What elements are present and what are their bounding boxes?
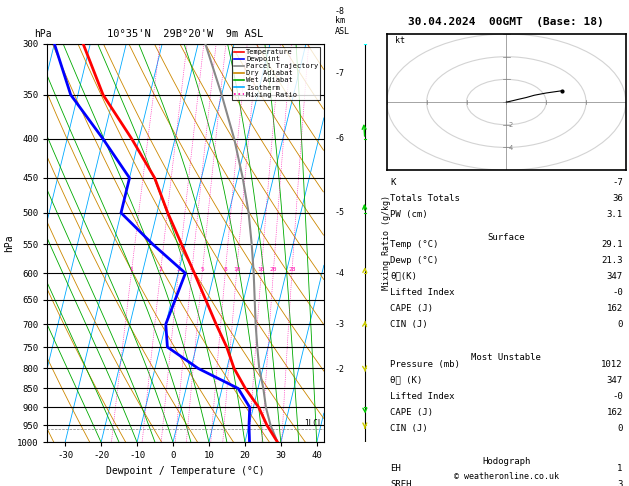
- Text: Lifted Index: Lifted Index: [390, 288, 455, 297]
- Text: 3: 3: [177, 267, 181, 272]
- Text: 1LCL: 1LCL: [304, 419, 323, 428]
- Text: 16: 16: [257, 267, 265, 272]
- Legend: Temperature, Dewpoint, Parcel Trajectory, Dry Adiabat, Wet Adiabat, Isotherm, Mi: Temperature, Dewpoint, Parcel Trajectory…: [231, 47, 320, 100]
- Text: 347: 347: [606, 376, 623, 385]
- Text: km
ASL: km ASL: [335, 17, 350, 36]
- Text: hPa: hPa: [35, 29, 52, 39]
- Text: CAPE (J): CAPE (J): [390, 304, 433, 313]
- Text: 4: 4: [508, 145, 513, 151]
- Text: -7: -7: [335, 69, 345, 78]
- Text: 4: 4: [190, 267, 194, 272]
- Text: -5: -5: [335, 208, 345, 217]
- Text: θᴇ (K): θᴇ (K): [390, 376, 422, 385]
- Text: 10: 10: [233, 267, 240, 272]
- Text: 1: 1: [130, 267, 133, 272]
- Text: -8: -8: [335, 7, 345, 16]
- Text: -4: -4: [335, 269, 345, 278]
- Text: -6: -6: [335, 135, 345, 143]
- Text: 1012: 1012: [601, 360, 623, 369]
- Text: 0: 0: [617, 424, 623, 433]
- Text: Surface: Surface: [487, 233, 525, 242]
- Text: -0: -0: [612, 288, 623, 297]
- Text: 29.1: 29.1: [601, 240, 623, 249]
- Text: -3: -3: [335, 320, 345, 329]
- Text: 347: 347: [606, 272, 623, 281]
- Text: Totals Totals: Totals Totals: [390, 194, 460, 203]
- Text: Mixing Ratio (g/kg): Mixing Ratio (g/kg): [382, 195, 391, 291]
- Text: 30.04.2024  00GMT  (Base: 18): 30.04.2024 00GMT (Base: 18): [408, 17, 604, 27]
- Text: Dewp (°C): Dewp (°C): [390, 256, 438, 265]
- Text: 1: 1: [617, 464, 623, 473]
- Text: 3.1: 3.1: [606, 210, 623, 219]
- Text: kt: kt: [395, 36, 405, 45]
- Text: © weatheronline.co.uk: © weatheronline.co.uk: [454, 472, 559, 481]
- Text: CIN (J): CIN (J): [390, 320, 428, 329]
- Text: EH: EH: [390, 464, 401, 473]
- Text: PW (cm): PW (cm): [390, 210, 428, 219]
- Text: -0: -0: [612, 392, 623, 401]
- Text: θᴇ(K): θᴇ(K): [390, 272, 417, 281]
- Text: SREH: SREH: [390, 480, 411, 486]
- Text: 36: 36: [612, 194, 623, 203]
- Text: CIN (J): CIN (J): [390, 424, 428, 433]
- Text: 21.3: 21.3: [601, 256, 623, 265]
- Text: Hodograph: Hodograph: [482, 456, 530, 466]
- X-axis label: Dewpoint / Temperature (°C): Dewpoint / Temperature (°C): [106, 466, 265, 476]
- Text: Lifted Index: Lifted Index: [390, 392, 455, 401]
- Text: 2: 2: [159, 267, 162, 272]
- Text: 28: 28: [288, 267, 296, 272]
- Text: 8: 8: [223, 267, 227, 272]
- Text: Temp (°C): Temp (°C): [390, 240, 438, 249]
- Text: 10°35'N  29B°20'W  9m ASL: 10°35'N 29B°20'W 9m ASL: [108, 29, 264, 39]
- Text: 162: 162: [606, 408, 623, 417]
- Text: Most Unstable: Most Unstable: [471, 353, 542, 362]
- Text: 162: 162: [606, 304, 623, 313]
- Text: 20: 20: [270, 267, 277, 272]
- Text: CAPE (J): CAPE (J): [390, 408, 433, 417]
- Y-axis label: hPa: hPa: [4, 234, 14, 252]
- Text: 5: 5: [201, 267, 204, 272]
- Text: -2: -2: [335, 364, 345, 374]
- Text: 2: 2: [508, 122, 513, 128]
- Text: 0: 0: [617, 320, 623, 329]
- Text: -7: -7: [612, 178, 623, 187]
- Text: Pressure (mb): Pressure (mb): [390, 360, 460, 369]
- Text: K: K: [390, 178, 396, 187]
- Text: 3: 3: [617, 480, 623, 486]
